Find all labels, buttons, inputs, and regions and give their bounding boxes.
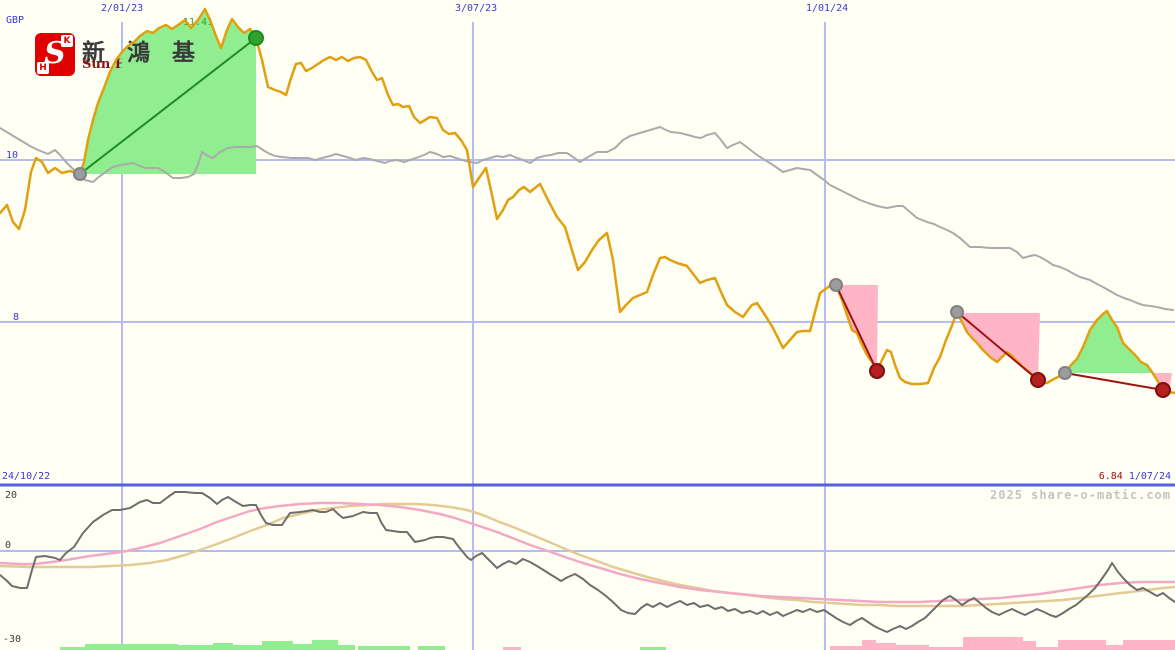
price-tick-8: 8 (13, 312, 20, 323)
watermark: 2025 share-o-matic.com (990, 488, 1171, 502)
volume-bar-green (293, 644, 312, 650)
trend-line-3 (1064, 372, 1164, 391)
marker-start-4[interactable] (950, 305, 964, 319)
volume-bar-green (213, 643, 233, 650)
volume-bar-pink (929, 647, 963, 650)
marker-loss-end-7[interactable] (1155, 382, 1171, 398)
high-value-label: 11.41 (183, 17, 214, 28)
marker-loss-end-5[interactable] (1030, 372, 1046, 388)
lower-tick-0: 0 (5, 540, 12, 551)
volume-bar-green (418, 646, 445, 650)
series-benchmark-index (0, 126, 1174, 311)
volume-bar-green (358, 646, 410, 650)
volume-bar-pink (1123, 640, 1175, 650)
volume-bar-pink (503, 647, 521, 650)
marker-gain-end-1[interactable] (248, 30, 264, 46)
volume-bar-green (233, 645, 262, 650)
volume-bar-green (60, 647, 85, 650)
marker-loss-end-3[interactable] (869, 363, 885, 379)
fill-region-gain-3 (1065, 311, 1152, 373)
start-date-label: 24/10/22 (2, 471, 51, 482)
marker-start-0[interactable] (73, 167, 87, 181)
company-logo: S K H 新 鴻 基 Sun Hung Kai (35, 31, 265, 77)
x-tick-label-2: 3/07/23 (455, 3, 498, 14)
x-tick-label-3: 1/01/24 (806, 3, 849, 14)
volume-bar-green (178, 645, 213, 650)
volume-bar-green (262, 641, 293, 650)
volume-bar-pink (876, 643, 896, 650)
series-relative-performance (0, 491, 1175, 633)
logo-letter-s: S (44, 36, 66, 71)
marker-start-6[interactable] (1058, 366, 1072, 380)
series-ma-fast-pink (0, 501, 1175, 604)
trend-line-2 (956, 311, 1039, 381)
series-ma-slow-tan (0, 502, 1175, 608)
logo-letter-h: H (37, 62, 49, 74)
logo-letter-k: K (61, 35, 73, 47)
x-tick-label-1: 2/01/23 (101, 3, 144, 14)
volume-bar-pink (830, 646, 862, 650)
volume-bar-green (640, 647, 666, 650)
company-name-chinese: 新 鴻 基 (82, 40, 203, 66)
lower-tick-20: 20 (5, 490, 18, 501)
volume-bar-pink (1036, 647, 1058, 650)
volume-bar-pink (963, 637, 1023, 650)
price-tick-10: 10 (6, 150, 19, 161)
volume-bar-pink (862, 640, 876, 650)
volume-bar-green (338, 645, 355, 650)
last-quote: 6.84 1/07/24 (1093, 471, 1171, 483)
currency-label: GBP (6, 15, 25, 26)
shk-logo-mark: S K H (35, 33, 75, 76)
volume-bar-pink (896, 645, 929, 650)
lower-tick-minus30: -30 (3, 634, 22, 645)
volume-bar-pink (1023, 641, 1036, 650)
volume-bar-green (85, 644, 178, 650)
trend-line-1 (835, 284, 878, 372)
last-date-label: 1/07/24 (1128, 471, 1171, 482)
series-price-gbp (0, 7, 1175, 395)
volume-bar-pink (1058, 640, 1106, 650)
last-price-label: 6.84 (1098, 471, 1123, 482)
volume-bar-green (312, 640, 338, 650)
volume-bar-pink (1106, 645, 1123, 650)
marker-start-2[interactable] (829, 278, 843, 292)
trend-line-0 (79, 37, 257, 175)
